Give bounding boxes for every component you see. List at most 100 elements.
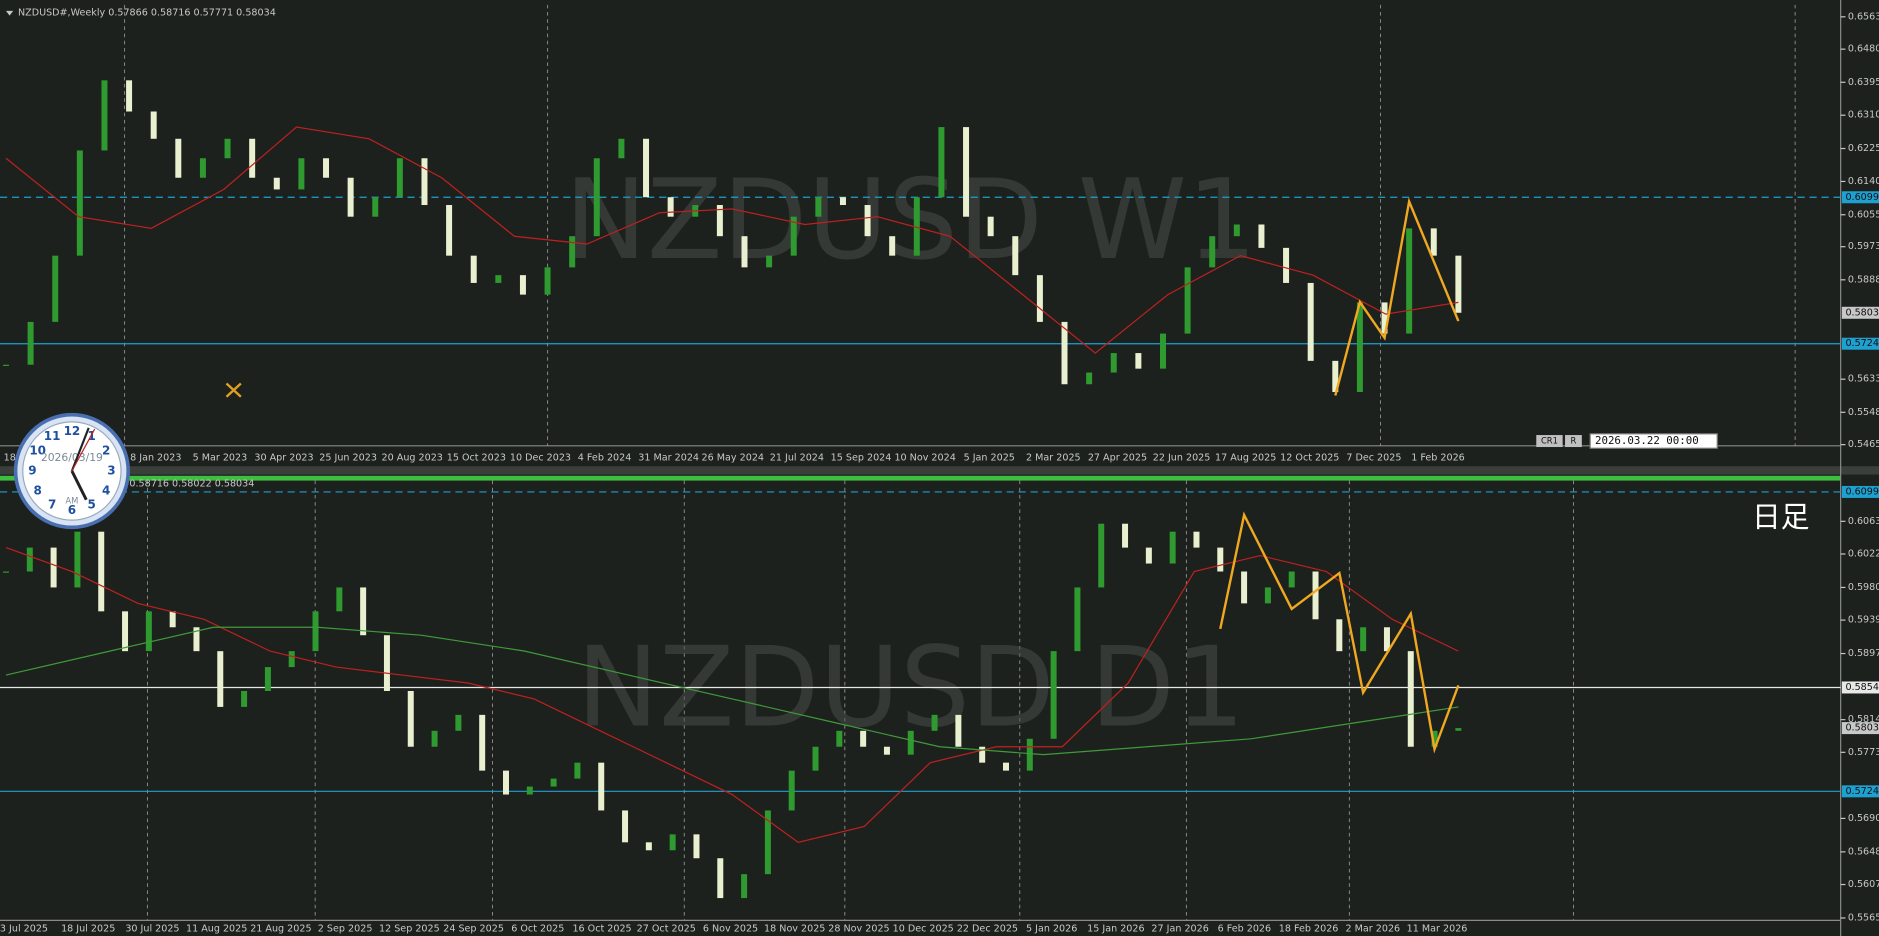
x-tick-label: 15 Jan 2026 bbox=[1087, 923, 1144, 934]
clock-numeral: 7 bbox=[48, 498, 56, 512]
candle bbox=[669, 834, 676, 851]
chart-header: NZDUSD#,Weekly 0.57866 0.58716 0.57771 0… bbox=[18, 8, 276, 19]
candle bbox=[550, 778, 557, 787]
candle bbox=[1406, 228, 1413, 334]
collapse-arrow bbox=[5, 10, 14, 16]
candle bbox=[199, 158, 206, 178]
candle bbox=[938, 127, 945, 198]
button-label: CR1 bbox=[1541, 436, 1558, 446]
candle bbox=[1264, 587, 1271, 604]
clock-numeral: 2 bbox=[102, 444, 110, 458]
candle bbox=[618, 138, 625, 159]
x-tick-label: 27 Oct 2025 bbox=[637, 923, 696, 934]
clock-second-hand bbox=[71, 428, 96, 472]
x-tick-label: 22 Dec 2025 bbox=[957, 923, 1018, 934]
panel-highlight bbox=[0, 475, 1841, 481]
y-tick-label: 0.55650 bbox=[1848, 912, 1879, 923]
candle bbox=[407, 690, 414, 747]
clock-numeral: 12 bbox=[64, 424, 81, 438]
clock-numeral: 1 bbox=[88, 429, 96, 443]
candle bbox=[98, 531, 105, 612]
button[interactable] bbox=[1565, 435, 1582, 448]
x-tick-label: 11 Aug 2025 bbox=[186, 923, 247, 934]
candle bbox=[101, 80, 108, 151]
candle bbox=[1193, 531, 1200, 548]
candle bbox=[1217, 547, 1224, 572]
candle bbox=[217, 651, 224, 707]
candle bbox=[479, 714, 486, 771]
candle bbox=[883, 746, 890, 755]
y-tick-label: 0.58140 bbox=[1848, 714, 1879, 725]
candle bbox=[1050, 651, 1057, 739]
candle bbox=[249, 138, 256, 178]
candle bbox=[169, 611, 176, 628]
x-tick-label: 27 Jan 2026 bbox=[1151, 923, 1208, 934]
x-tick-label: 2 Mar 2025 bbox=[1026, 452, 1081, 463]
candle bbox=[574, 762, 581, 779]
candle bbox=[396, 158, 403, 198]
y-tick-label: 0.63105 bbox=[1848, 110, 1879, 121]
x-tick-label: 10 Dec 2023 bbox=[510, 452, 571, 463]
candle bbox=[383, 635, 390, 691]
clock-ampm: AM bbox=[65, 495, 78, 505]
candle bbox=[860, 730, 867, 747]
x-tick-label: 11 Mar 2026 bbox=[1407, 923, 1468, 934]
clock-numeral: 3 bbox=[107, 463, 115, 477]
candle bbox=[26, 547, 33, 572]
x-tick-label: 2 Sep 2025 bbox=[318, 923, 373, 934]
level-label: 0.60999 bbox=[1845, 192, 1879, 203]
clock-numeral: 4 bbox=[102, 483, 110, 497]
y-tick-label: 0.56900 bbox=[1848, 813, 1879, 824]
y-tick-label: 0.56330 bbox=[1848, 374, 1879, 385]
candle bbox=[1307, 282, 1314, 361]
x-tick-label: 16 Oct 2025 bbox=[572, 923, 631, 934]
x-tick-label: 6 Feb 2026 bbox=[1218, 923, 1272, 934]
candle bbox=[2, 364, 9, 366]
clock-numeral: 5 bbox=[88, 498, 96, 512]
candle bbox=[741, 874, 748, 899]
candle bbox=[622, 810, 629, 843]
candle bbox=[526, 786, 533, 795]
x-tick-label: 5 Jan 2026 bbox=[1026, 923, 1077, 934]
candle bbox=[2, 571, 9, 573]
candle bbox=[815, 197, 822, 217]
candle bbox=[1074, 587, 1081, 652]
candle bbox=[1233, 224, 1240, 237]
x-tick-label: 28 Nov 2025 bbox=[828, 923, 889, 934]
candle bbox=[667, 197, 674, 217]
candle bbox=[1430, 228, 1437, 256]
moving-average bbox=[5, 126, 1459, 354]
chart-header: 0.58716 0.58022 0.58034 bbox=[129, 479, 254, 490]
x-tick-label: 6 Oct 2025 bbox=[511, 923, 564, 934]
candle bbox=[50, 547, 57, 588]
x-tick-label: 26 May 2024 bbox=[702, 452, 764, 463]
x-tick-label: 25 Jun 2023 bbox=[319, 452, 377, 463]
x-tick-label: 15 Sep 2024 bbox=[831, 452, 892, 463]
x-tick-label: 18 bbox=[4, 452, 16, 463]
candle bbox=[76, 150, 83, 256]
candle bbox=[645, 842, 652, 851]
x-tick-label: 15 Oct 2023 bbox=[447, 452, 506, 463]
candle bbox=[987, 216, 994, 237]
candle bbox=[1159, 333, 1166, 369]
candle bbox=[360, 587, 367, 636]
y-tick-label: 0.57730 bbox=[1848, 747, 1879, 758]
button[interactable] bbox=[1536, 435, 1563, 448]
candle bbox=[126, 80, 133, 112]
candle bbox=[288, 651, 295, 668]
x-tick-label: 10 Dec 2025 bbox=[893, 923, 954, 934]
datetime-text: 2026.03.22 00:00 bbox=[1595, 434, 1699, 447]
clock-numeral: 6 bbox=[68, 503, 76, 517]
y-tick-label: 0.56480 bbox=[1848, 846, 1879, 857]
candle bbox=[593, 158, 600, 237]
y-tick-label: 0.54650 bbox=[1848, 439, 1879, 450]
x-tick-label: 18 Feb 2026 bbox=[1279, 923, 1339, 934]
zigzag bbox=[1219, 511, 1460, 754]
x-tick-label: 3 Jul 2025 bbox=[0, 923, 48, 934]
candle bbox=[1012, 236, 1019, 276]
current-price-box bbox=[1841, 722, 1879, 735]
candle bbox=[1283, 247, 1290, 283]
